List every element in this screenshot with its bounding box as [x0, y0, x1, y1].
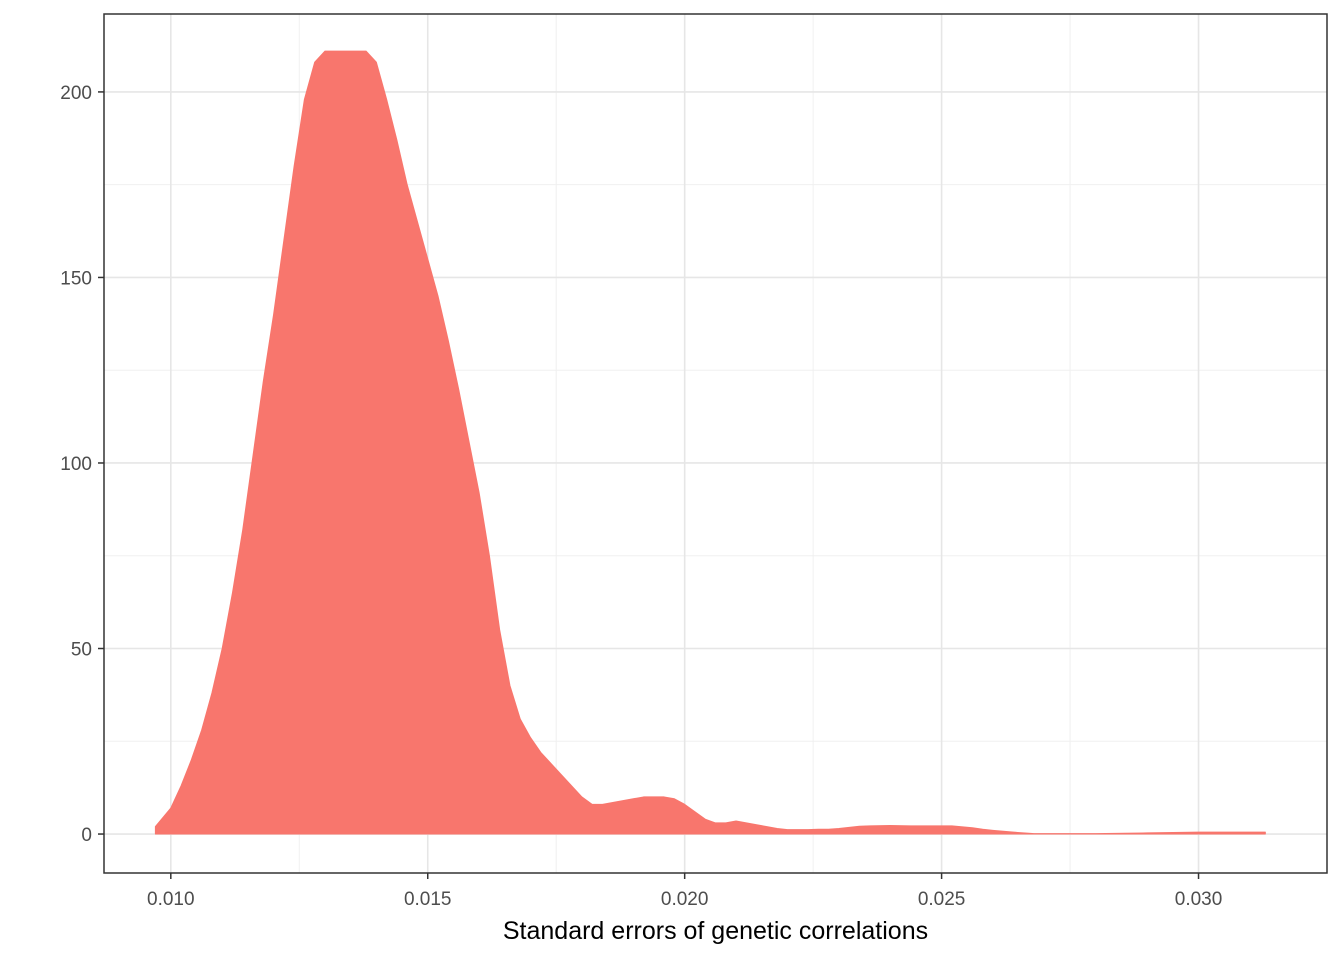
panel-border: [103, 13, 1328, 874]
density-series: [154, 50, 1266, 835]
x-tick-label: 0.010: [147, 889, 195, 910]
y-tick-label: 100: [60, 454, 92, 475]
x-tick-label: 0.015: [404, 889, 452, 910]
x-tick-label: 0.025: [918, 889, 966, 910]
y-axis: 0 50 100 150 200: [60, 83, 104, 846]
y-tick-label: 0: [81, 825, 92, 846]
x-tick-label: 0.020: [661, 889, 709, 910]
x-tick-label: 0.030: [1175, 889, 1223, 910]
y-tick-label: 200: [60, 83, 92, 104]
y-tick-label: 50: [71, 640, 92, 661]
x-axis: 0.010 0.015 0.020 0.025 0.030: [147, 873, 1222, 910]
y-tick-label: 150: [60, 268, 92, 289]
density-area: [154, 50, 1266, 835]
x-axis-title: Standard errors of genetic correlations: [503, 917, 928, 945]
